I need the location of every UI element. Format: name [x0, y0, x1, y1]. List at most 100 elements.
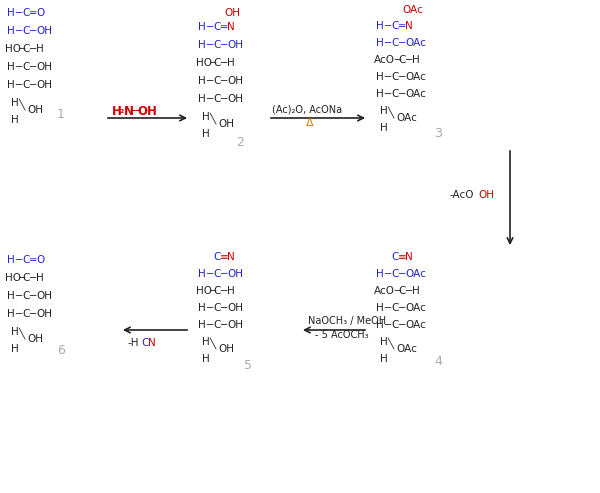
Text: HO: HO [196, 286, 212, 296]
Text: H: H [11, 98, 19, 108]
Text: H: H [202, 337, 210, 347]
Text: ─: ─ [15, 309, 21, 319]
Text: ─: ─ [384, 269, 390, 279]
Text: C: C [213, 320, 220, 330]
Text: 5: 5 [244, 359, 252, 372]
Text: H: H [198, 303, 206, 313]
Text: ≡: ≡ [398, 252, 407, 262]
Text: ─: ─ [384, 303, 390, 313]
Text: HO: HO [5, 44, 21, 54]
Text: ─: ─ [29, 26, 35, 36]
Text: ─: ─ [29, 273, 35, 283]
Text: OAc: OAc [396, 344, 417, 354]
Text: N: N [227, 22, 235, 32]
Text: C: C [213, 58, 220, 68]
Text: OH: OH [224, 8, 240, 18]
Text: ─: ─ [220, 76, 226, 86]
Text: ─: ─ [384, 72, 390, 82]
Text: 6: 6 [57, 344, 65, 357]
Text: ─: ─ [220, 58, 226, 68]
Text: ═: ═ [398, 21, 404, 31]
Text: H: H [202, 112, 210, 122]
Text: H: H [376, 269, 384, 279]
Text: ─: ─ [206, 76, 212, 86]
Text: H: H [7, 26, 15, 36]
Text: 3: 3 [434, 127, 442, 140]
Text: 1: 1 [57, 108, 65, 121]
Text: ─: ─ [398, 320, 404, 330]
Text: C: C [398, 286, 406, 296]
Text: C: C [213, 252, 220, 262]
Text: H: H [380, 337, 388, 347]
Text: ─: ─ [206, 40, 212, 50]
Text: ─: ─ [405, 286, 411, 296]
Text: H: H [202, 354, 210, 364]
Text: OAc: OAc [405, 72, 426, 82]
Text: ─: ─ [405, 55, 411, 65]
Text: H: H [11, 327, 19, 337]
Text: C: C [22, 291, 29, 301]
Text: C: C [391, 303, 398, 313]
Text: ─: ─ [15, 80, 21, 90]
Text: C: C [213, 286, 220, 296]
Text: ─: ─ [29, 309, 35, 319]
Text: H: H [376, 303, 384, 313]
Text: C: C [213, 94, 220, 104]
Text: C: C [391, 72, 398, 82]
Text: ─: ─ [220, 40, 226, 50]
Text: C: C [391, 269, 398, 279]
Text: OH: OH [218, 344, 234, 354]
Text: OAc: OAc [405, 89, 426, 99]
Text: C: C [391, 89, 398, 99]
Text: OH: OH [36, 62, 52, 72]
Text: OAc: OAc [405, 320, 426, 330]
Text: H: H [202, 129, 210, 139]
Text: - 5 AcOCH₃: - 5 AcOCH₃ [315, 330, 368, 340]
Text: ─: ─ [206, 269, 212, 279]
Text: ═: ═ [220, 22, 226, 32]
Text: C: C [22, 8, 29, 18]
Text: ─: ─ [220, 269, 226, 279]
Text: H: H [376, 320, 384, 330]
Text: HO: HO [5, 273, 21, 283]
Text: OH: OH [27, 334, 43, 344]
Text: OAc: OAc [405, 303, 426, 313]
Text: -AcO: -AcO [450, 190, 475, 200]
Text: ─: ─ [394, 286, 400, 296]
Text: OH: OH [227, 320, 243, 330]
Text: ─: ─ [131, 105, 138, 118]
Text: NaOCH₃ / MeOH: NaOCH₃ / MeOH [308, 316, 386, 326]
Text: ─: ─ [15, 8, 21, 18]
Text: C: C [213, 269, 220, 279]
Text: C: C [22, 62, 29, 72]
Text: N: N [124, 105, 134, 118]
Text: OH: OH [227, 303, 243, 313]
Text: ─: ─ [394, 55, 400, 65]
Text: OH: OH [36, 291, 52, 301]
Text: ╲: ╲ [387, 106, 393, 118]
Text: ─: ─ [206, 303, 212, 313]
Text: H: H [380, 106, 388, 116]
Text: ─: ─ [206, 22, 212, 32]
Text: OAc: OAc [396, 113, 417, 123]
Text: H: H [198, 40, 206, 50]
Text: ─: ─ [384, 89, 390, 99]
Text: ╲: ╲ [18, 98, 24, 109]
Text: ─: ─ [29, 44, 35, 54]
Text: H: H [11, 115, 19, 125]
Text: C: C [398, 55, 406, 65]
Text: ─: ─ [220, 94, 226, 104]
Text: N: N [405, 21, 413, 31]
Text: H: H [198, 22, 206, 32]
Text: N: N [148, 338, 156, 348]
Text: H: H [412, 55, 420, 65]
Text: C: C [213, 40, 220, 50]
Text: H: H [198, 76, 206, 86]
Text: ─: ─ [206, 320, 212, 330]
Text: ╲: ╲ [209, 337, 215, 349]
Text: C: C [22, 309, 29, 319]
Text: H: H [7, 8, 15, 18]
Text: ╲: ╲ [387, 337, 393, 349]
Text: ─: ─ [384, 21, 390, 31]
Text: H: H [7, 255, 15, 265]
